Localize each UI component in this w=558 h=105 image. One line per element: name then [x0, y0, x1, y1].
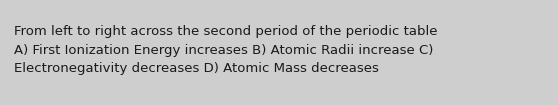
Text: From left to right across the second period of the periodic table
A) First Ioniz: From left to right across the second per… [14, 25, 437, 75]
